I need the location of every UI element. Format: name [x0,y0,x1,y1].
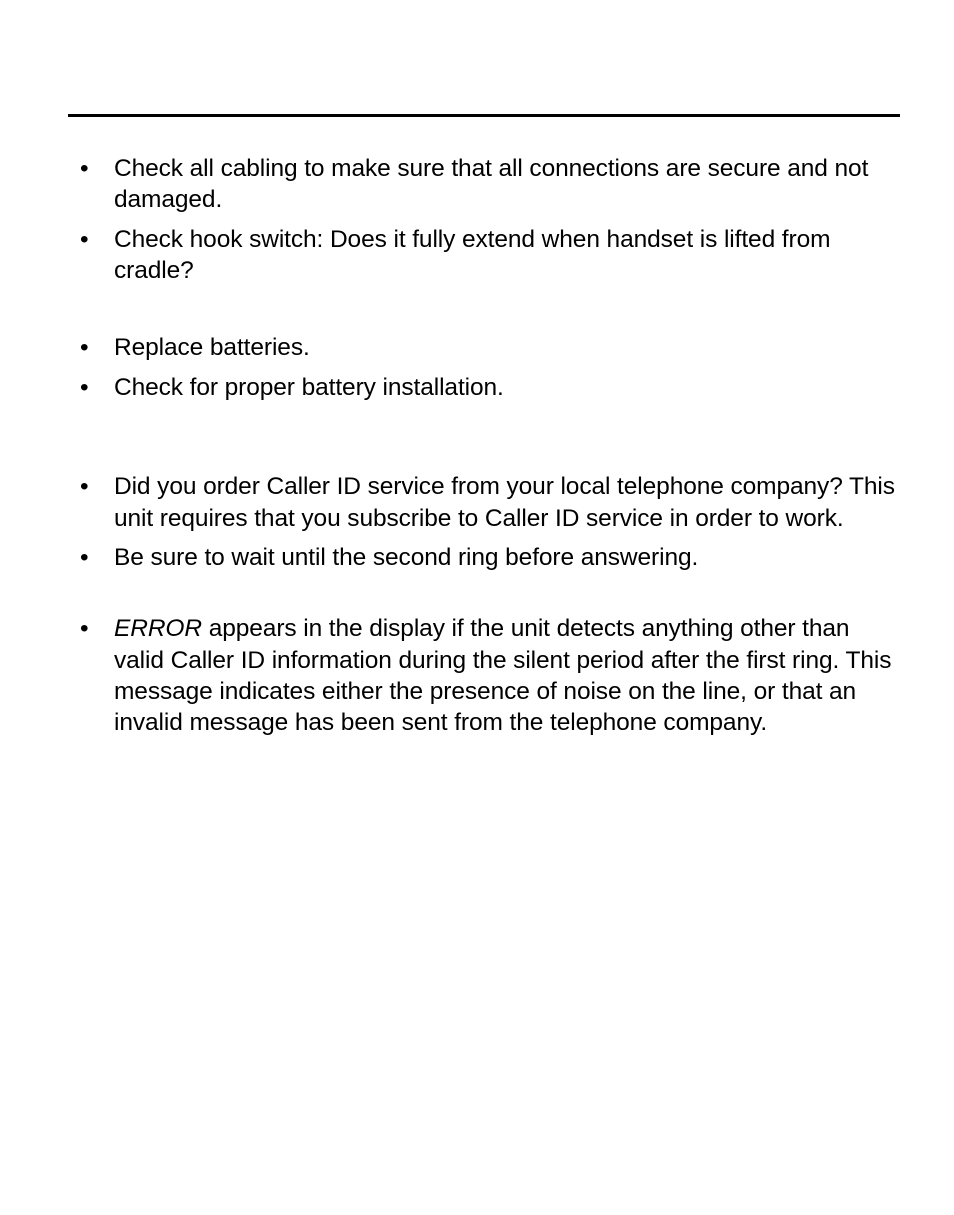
section-gap [68,595,900,613]
list-item: Check all cabling to make sure that all … [68,153,900,216]
section-cabling: Check all cabling to make sure that all … [68,153,900,286]
section-gap [68,425,900,471]
list-item: Be sure to wait until the second ring be… [68,542,900,573]
bullet-list: Did you order Caller ID service from you… [68,471,900,573]
section-batteries: Replace batteries. Check for proper batt… [68,332,900,403]
list-item: Replace batteries. [68,332,900,363]
list-item-text: Replace batteries. [114,334,310,361]
bullet-list: Check all cabling to make sure that all … [68,153,900,286]
list-item-text: Check all cabling to make sure that all … [114,155,868,213]
bullet-list: ERROR appears in the display if the unit… [68,613,900,738]
list-item: ERROR appears in the display if the unit… [68,613,900,738]
bullet-list: Replace batteries. Check for proper batt… [68,332,900,403]
error-keyword: ERROR [114,615,202,642]
list-item: Did you order Caller ID service from you… [68,471,900,534]
section-gap [68,308,900,332]
list-item-text: Check for proper battery installation. [114,374,504,401]
list-item: Check hook switch: Does it fully extend … [68,224,900,287]
top-rule [68,114,900,117]
section-error: ERROR appears in the display if the unit… [68,613,900,738]
list-item-text: Be sure to wait until the second ring be… [114,544,698,571]
list-item-text: appears in the display if the unit detec… [114,615,891,736]
list-item-text: Did you order Caller ID service from you… [114,473,895,531]
list-item: Check for proper battery installation. [68,372,900,403]
section-caller-id: Did you order Caller ID service from you… [68,471,900,573]
list-item-text: Check hook switch: Does it fully extend … [114,226,830,284]
